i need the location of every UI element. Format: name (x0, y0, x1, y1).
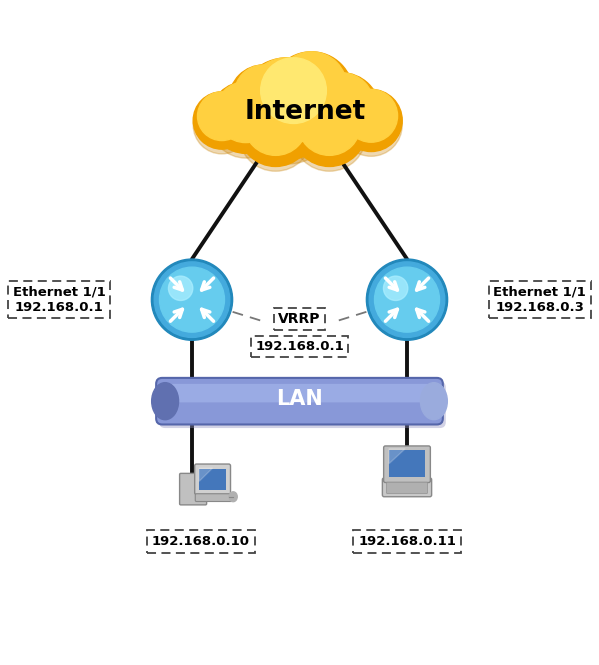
Text: LAN: LAN (276, 390, 323, 410)
Polygon shape (199, 468, 213, 481)
Circle shape (168, 276, 193, 301)
Circle shape (229, 70, 298, 139)
Circle shape (244, 92, 307, 156)
Circle shape (238, 97, 313, 172)
Circle shape (298, 92, 361, 156)
Text: Ethernet 1/1
192.168.0.1: Ethernet 1/1 192.168.0.1 (13, 286, 106, 314)
Circle shape (237, 58, 338, 160)
FancyBboxPatch shape (386, 482, 428, 493)
Circle shape (308, 72, 374, 139)
FancyBboxPatch shape (180, 473, 207, 505)
Circle shape (340, 94, 402, 156)
FancyBboxPatch shape (382, 478, 432, 497)
FancyBboxPatch shape (383, 446, 430, 483)
Ellipse shape (229, 492, 237, 501)
Circle shape (374, 267, 440, 332)
Circle shape (198, 92, 246, 140)
Circle shape (292, 92, 367, 166)
Text: Internet: Internet (245, 98, 366, 124)
Circle shape (193, 92, 250, 149)
FancyBboxPatch shape (159, 382, 446, 428)
Circle shape (261, 58, 326, 124)
Circle shape (367, 259, 447, 340)
Circle shape (193, 96, 250, 154)
FancyBboxPatch shape (389, 450, 425, 477)
Circle shape (215, 82, 276, 142)
Circle shape (302, 78, 380, 155)
Circle shape (210, 86, 282, 158)
Circle shape (152, 259, 232, 340)
FancyBboxPatch shape (195, 493, 232, 501)
Circle shape (210, 82, 282, 154)
Ellipse shape (420, 382, 447, 420)
Ellipse shape (152, 382, 179, 420)
Circle shape (345, 89, 398, 142)
Circle shape (238, 92, 313, 166)
Circle shape (292, 97, 367, 172)
Text: 192.168.0.10: 192.168.0.10 (152, 535, 250, 548)
Circle shape (340, 89, 402, 152)
Circle shape (159, 267, 225, 332)
Text: 192.168.0.11: 192.168.0.11 (358, 535, 456, 548)
FancyBboxPatch shape (199, 469, 226, 489)
Circle shape (383, 276, 408, 301)
Text: VRRP: VRRP (279, 312, 320, 326)
Circle shape (154, 262, 230, 337)
FancyBboxPatch shape (156, 378, 443, 424)
FancyBboxPatch shape (166, 384, 433, 402)
Circle shape (302, 72, 380, 150)
Circle shape (234, 65, 293, 124)
Text: 192.168.0.1: 192.168.0.1 (255, 340, 344, 352)
Circle shape (369, 262, 445, 337)
Text: Ethernet 1/1
192.168.0.3: Ethernet 1/1 192.168.0.3 (493, 286, 586, 314)
FancyBboxPatch shape (195, 464, 231, 495)
Circle shape (237, 63, 338, 164)
Circle shape (229, 65, 298, 134)
Polygon shape (389, 449, 405, 464)
Circle shape (270, 57, 353, 140)
Circle shape (276, 52, 347, 123)
Circle shape (244, 58, 331, 144)
Circle shape (270, 52, 353, 136)
